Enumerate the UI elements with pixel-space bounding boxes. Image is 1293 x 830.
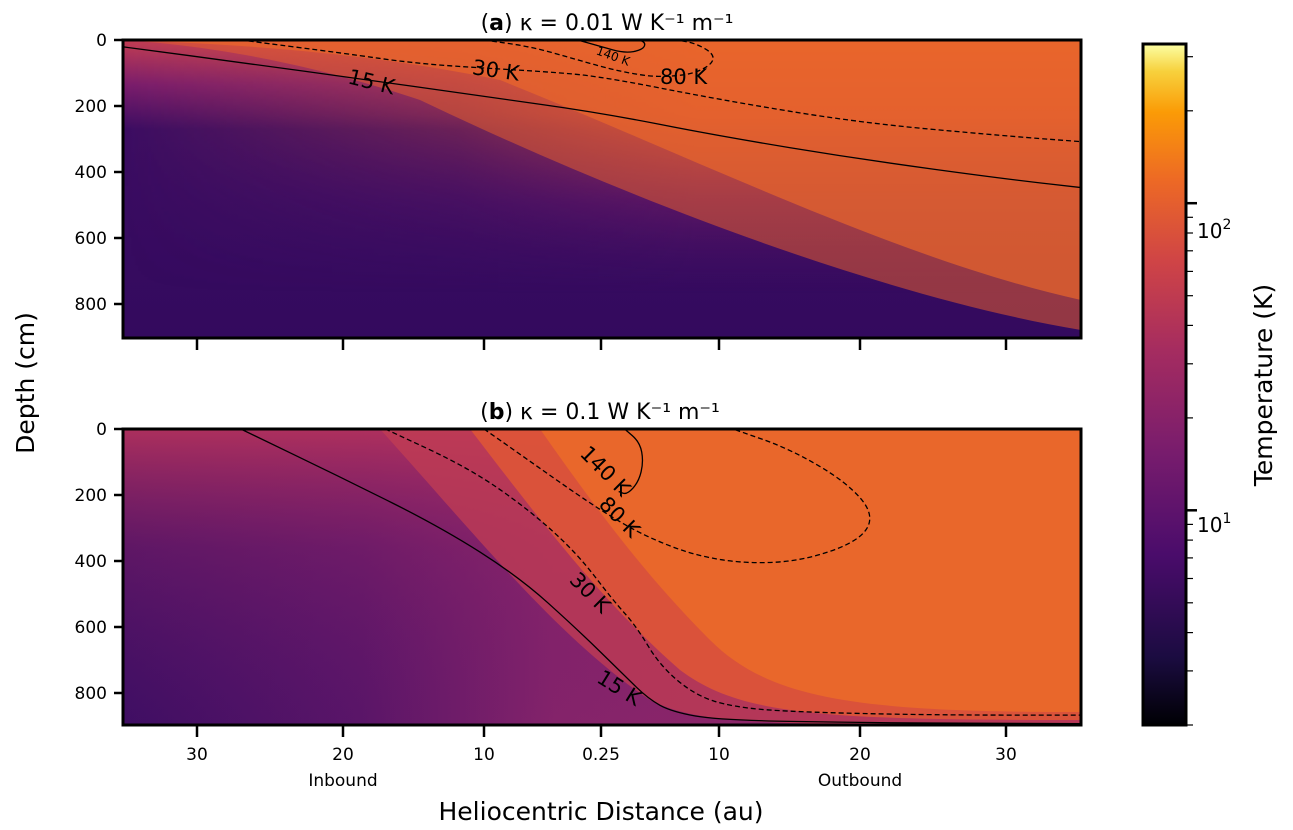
contour-a-140K: [577, 40, 646, 53]
y-axis-title: Depth (cm): [11, 312, 40, 454]
contour-b-80K: [483, 429, 871, 564]
colorbar-tick-label-100: 102: [1197, 217, 1231, 243]
contour-b-140K: [618, 429, 644, 495]
contour-a-15K: [123, 46, 1081, 189]
colorbar: 102 101 Temperature (K): [1141, 42, 1278, 727]
panel-a-xticks: [195, 338, 1008, 350]
ytick-label-a-400: 400: [75, 163, 107, 183]
ytick-label-b-400: 400: [75, 552, 107, 572]
xtick-label-b-3: 10: [473, 745, 495, 765]
contour-a-80K: [483, 40, 714, 78]
xtick-label-b-1: 30: [186, 745, 208, 765]
panel-a-yaxis: 0 200 400 600 800: [75, 31, 123, 315]
ytick-label-b-200: 200: [75, 486, 107, 506]
panel-a-title: (a) κ = 0.01 W K⁻¹ m⁻¹: [481, 11, 734, 36]
panel-b-heatmap: [123, 429, 1081, 725]
panel-b-yaxis: 0 200 400 600 800: [75, 420, 123, 704]
xtick-label-b-2: 20: [332, 745, 354, 765]
panel-b-title: (b) κ = 0.1 W K⁻¹ m⁻¹: [480, 400, 720, 425]
contour-label-a-80K: 80 K: [660, 65, 708, 89]
ytick-label-a-800: 800: [75, 295, 107, 315]
colorbar-gradient: [1141, 42, 1188, 727]
ytick-label-b-0: 0: [96, 420, 107, 440]
ytick-label-a-200: 200: [75, 97, 107, 117]
ytick-label-a-600: 600: [75, 229, 107, 249]
xtick-label-b-6: 20: [849, 745, 871, 765]
colorbar-tick-label-10: 101: [1197, 511, 1231, 537]
x-axis-title: Heliocentric Distance (au): [439, 797, 764, 826]
panel-a-contours: [123, 40, 1081, 189]
outbound-label: Outbound: [818, 771, 902, 791]
inbound-label: Inbound: [308, 771, 377, 791]
colorbar-label: Temperature (K): [1249, 284, 1278, 487]
xtick-label-b-7: 30: [995, 745, 1017, 765]
contour-a-30K: [240, 40, 1081, 143]
xtick-label-b-5: 10: [708, 745, 730, 765]
panel-a-heatmap: [123, 40, 1081, 338]
xtick-label-b-4: 0.25: [582, 745, 620, 765]
ytick-label-b-800: 800: [75, 684, 107, 704]
ytick-label-b-600: 600: [75, 618, 107, 638]
panel-b-xaxis: 30 20 10 0.25 10 20 30 Inbound Outbound: [186, 725, 1017, 791]
ytick-label-a-0: 0: [96, 31, 107, 51]
contour-b-15K: [240, 429, 1081, 725]
colorbar-ticks: [1186, 56, 1197, 726]
panel-b-contours: [240, 429, 1081, 725]
